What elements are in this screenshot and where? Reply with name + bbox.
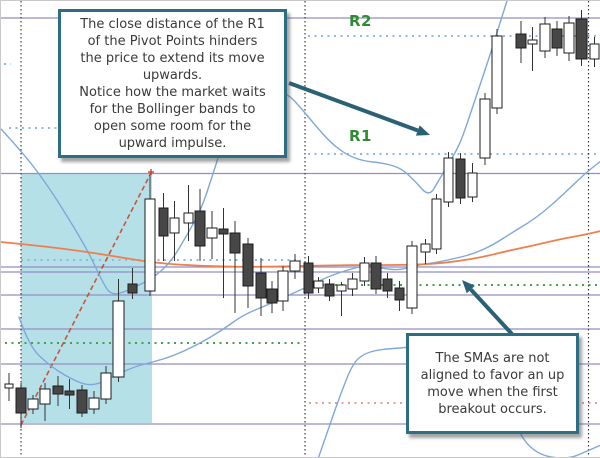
candle-bullish <box>4 383 14 389</box>
candle-bullish <box>336 284 347 292</box>
candle-bullish <box>39 388 51 405</box>
candle-bullish <box>347 278 358 290</box>
candle-bearish <box>76 389 88 414</box>
candle-bullish <box>467 172 478 198</box>
arrow-to-bollinger-squeeze-shaft <box>288 81 419 133</box>
candle-bearish <box>515 33 527 49</box>
candle-bullish <box>359 262 370 282</box>
candle-bearish <box>229 232 241 254</box>
candle-bearish <box>158 207 169 237</box>
candle-bullish <box>313 280 324 289</box>
candle-bearish <box>15 387 27 414</box>
candle-bearish <box>52 385 64 395</box>
candle-bullish <box>491 35 503 109</box>
candle-bearish <box>455 158 466 199</box>
candle-bullish <box>100 372 112 400</box>
arrow-to-bollinger-squeeze-head <box>415 125 430 136</box>
annotation-box-pivot-distance: The close distance of the R1 of the Pivo… <box>58 9 287 158</box>
candle-bearish <box>194 210 206 247</box>
candle-bearish <box>64 390 75 396</box>
candle-bearish <box>551 28 563 49</box>
candle-bearish <box>303 262 314 294</box>
candle-bullish <box>144 198 156 292</box>
candle-bullish <box>539 23 551 52</box>
candle-bullish <box>420 243 431 253</box>
candle-bearish <box>575 18 588 60</box>
candle-bearish <box>382 278 393 292</box>
candle-bullish <box>443 157 454 203</box>
candle-bearish <box>394 287 405 301</box>
candle-bullish <box>431 198 442 250</box>
candle-bullish <box>88 397 100 410</box>
candle-bearish <box>218 228 229 235</box>
candle-bullish <box>527 39 538 45</box>
candle-bearish <box>127 283 138 294</box>
candle-bearish <box>324 283 335 297</box>
candle-bullish <box>206 227 218 239</box>
candle-bullish <box>112 300 125 378</box>
arrow-to-sma-cluster-shaft <box>469 288 514 336</box>
dashed-trendline <box>20 172 152 426</box>
candle-bullish <box>27 398 39 410</box>
candle-bullish <box>406 245 418 309</box>
candle-bearish <box>242 243 254 287</box>
candle-bearish <box>255 272 267 299</box>
annotation-box-sma-alignment: The SMAs are not aligned to favor an up … <box>406 333 579 434</box>
candle-bullish <box>589 43 600 60</box>
candle-bullish <box>169 217 180 234</box>
candle-bullish <box>563 22 575 54</box>
candle-bearish <box>370 262 382 290</box>
candle-bearish <box>266 288 278 304</box>
candle-bullish <box>479 98 491 159</box>
arrow-to-sma-cluster-head <box>462 280 475 294</box>
candle-bullish <box>183 212 194 224</box>
candle-bullish <box>277 270 289 302</box>
candle-bullish <box>289 260 301 272</box>
